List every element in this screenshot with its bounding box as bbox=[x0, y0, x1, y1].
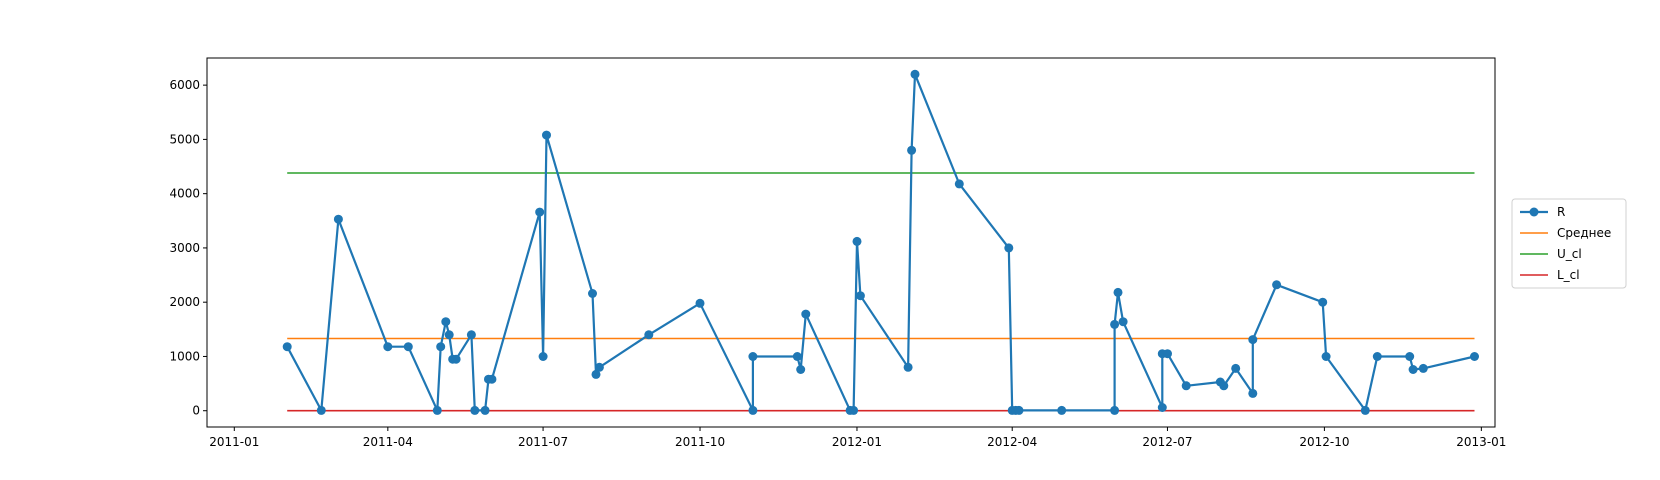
series-line-r bbox=[286, 73, 1475, 412]
data-point bbox=[1057, 405, 1067, 415]
y-tick-label: 0 bbox=[192, 404, 200, 418]
legend-frame bbox=[1511, 198, 1627, 289]
data-point bbox=[1408, 365, 1418, 374]
x-tick-label: 2012-04 bbox=[987, 435, 1037, 449]
data-point bbox=[487, 374, 497, 384]
plot-frame bbox=[206, 57, 1496, 428]
data-point bbox=[466, 330, 476, 340]
legend-label: U_cl bbox=[1557, 247, 1582, 261]
data-point bbox=[748, 405, 758, 415]
x-tick-label: 2011-07 bbox=[518, 435, 568, 449]
data-point bbox=[403, 342, 413, 352]
data-point bbox=[792, 352, 802, 361]
y-tick-label: 6000 bbox=[169, 78, 200, 92]
data-point bbox=[903, 362, 913, 372]
data-point bbox=[1470, 352, 1479, 361]
data-point bbox=[855, 291, 865, 301]
data-point bbox=[333, 214, 343, 224]
axes-layer: 2011-01 2011-04 2011-07 2011-10 2012-01 2012-… bbox=[169, 78, 1506, 449]
data-point bbox=[1231, 363, 1241, 373]
x-tick-label: 2011-10 bbox=[675, 435, 725, 449]
y-tick-label: 2000 bbox=[169, 295, 200, 309]
data-point bbox=[1272, 280, 1282, 290]
data-point bbox=[1360, 405, 1370, 415]
data-point bbox=[1318, 297, 1328, 307]
data-point bbox=[1405, 352, 1415, 361]
x-tick-label: 2012-07 bbox=[1142, 435, 1192, 449]
y-tick-label: 4000 bbox=[169, 187, 200, 201]
data-point bbox=[852, 236, 862, 246]
data-point bbox=[644, 330, 654, 340]
data-point bbox=[444, 330, 454, 340]
data-point bbox=[542, 130, 551, 140]
data-point bbox=[383, 342, 393, 352]
x-tick-label: 2012-01 bbox=[832, 435, 882, 449]
data-point bbox=[1110, 405, 1120, 415]
data-point bbox=[538, 352, 548, 361]
x-tick-label: 2012-10 bbox=[1299, 435, 1349, 449]
data-point bbox=[954, 179, 964, 189]
data-point bbox=[282, 342, 292, 352]
data-point bbox=[535, 207, 545, 217]
data-point bbox=[1248, 388, 1258, 398]
data-point bbox=[594, 362, 604, 372]
data-point bbox=[1014, 405, 1024, 415]
data-point bbox=[907, 145, 917, 155]
data-point bbox=[480, 405, 490, 415]
data-point bbox=[1157, 403, 1167, 412]
data-point bbox=[316, 405, 326, 415]
data-point bbox=[1219, 381, 1229, 391]
data-point bbox=[849, 405, 859, 415]
data-point bbox=[436, 342, 446, 352]
data-point bbox=[1418, 363, 1428, 373]
legend: R Среднее U_cl L_cl bbox=[1511, 198, 1627, 289]
data-point bbox=[748, 352, 758, 361]
data-point bbox=[1163, 349, 1172, 359]
data-point bbox=[470, 405, 480, 415]
data-point bbox=[1118, 317, 1128, 327]
data-point bbox=[1113, 287, 1123, 297]
data-point bbox=[1110, 319, 1120, 329]
y-tick-label: 3000 bbox=[169, 241, 200, 255]
series-layer bbox=[282, 69, 1479, 415]
data-point bbox=[591, 369, 601, 379]
data-point bbox=[1321, 352, 1331, 361]
data-point bbox=[1004, 243, 1014, 253]
data-point bbox=[1181, 381, 1191, 391]
y-tick-label: 1000 bbox=[169, 349, 200, 363]
data-point bbox=[1372, 352, 1382, 361]
legend-label: L_cl bbox=[1557, 268, 1580, 282]
y-tick-label: 5000 bbox=[169, 132, 200, 146]
data-point bbox=[796, 365, 806, 374]
legend-label: R bbox=[1557, 205, 1565, 219]
data-point bbox=[910, 69, 920, 79]
data-point bbox=[801, 309, 811, 319]
data-point bbox=[695, 298, 705, 308]
x-tick-label: 2013-01 bbox=[1456, 435, 1506, 449]
data-point bbox=[451, 354, 461, 364]
legend-marker bbox=[1529, 207, 1539, 217]
data-point bbox=[588, 289, 597, 298]
plot-area bbox=[207, 58, 1495, 427]
data-point bbox=[432, 405, 442, 415]
x-tick-label: 2011-01 bbox=[209, 435, 259, 449]
data-point bbox=[441, 317, 451, 327]
x-tick-label: 2011-04 bbox=[363, 435, 413, 449]
data-point bbox=[1248, 335, 1258, 345]
legend-label: Среднее bbox=[1557, 226, 1611, 240]
